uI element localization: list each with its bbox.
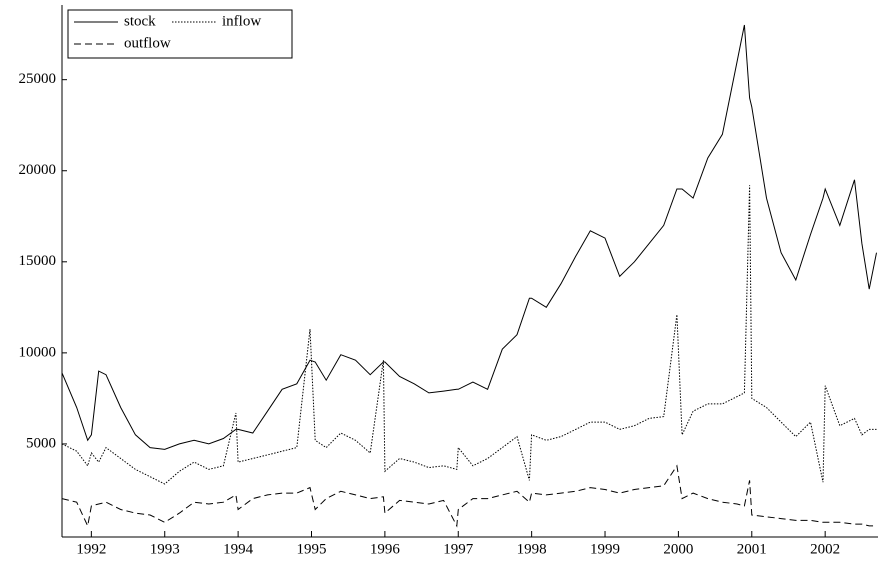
x-tick-label: 1994 xyxy=(223,541,254,557)
legend-label: outflow xyxy=(124,35,171,51)
x-tick-label: 1995 xyxy=(296,541,326,557)
legend-label: inflow xyxy=(222,13,261,29)
y-tick-label: 15000 xyxy=(19,253,57,269)
x-tick-label: 1993 xyxy=(150,541,180,557)
x-tick-label: 1998 xyxy=(517,541,547,557)
y-tick-label: 5000 xyxy=(26,435,56,451)
series-line xyxy=(61,464,877,528)
x-tick-label: 1997 xyxy=(443,541,474,557)
series-line xyxy=(61,24,877,450)
x-tick-label: 1996 xyxy=(370,541,401,557)
x-tick-label: 1992 xyxy=(76,541,106,557)
legend-label: stock xyxy=(124,13,156,29)
legend: stock inflow outflow xyxy=(67,9,293,59)
y-tick-label: 20000 xyxy=(19,162,57,178)
series-line xyxy=(61,185,877,485)
x-tick-label: 2001 xyxy=(737,541,767,557)
x-tick-label: 1999 xyxy=(590,541,620,557)
y-tick-label: 25000 xyxy=(19,71,57,87)
x-tick-label: 2000 xyxy=(663,541,693,557)
y-tick-label: 10000 xyxy=(19,344,57,360)
legend-box xyxy=(67,9,293,59)
x-tick-label: 2002 xyxy=(810,541,840,557)
